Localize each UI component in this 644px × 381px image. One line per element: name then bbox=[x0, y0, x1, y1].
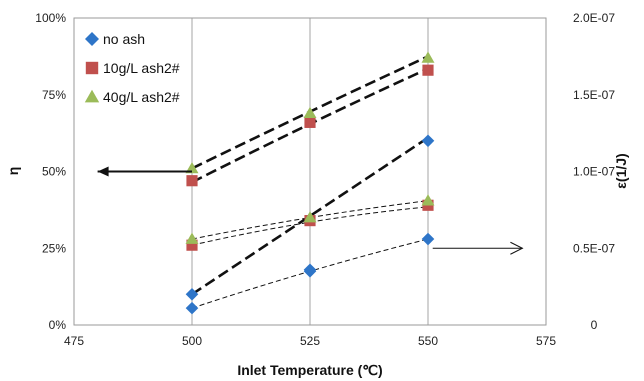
legend: no ash 10g/L ash2# 40g/L ash2# bbox=[84, 31, 180, 105]
data-point bbox=[421, 194, 435, 206]
x-tick-label: 500 bbox=[182, 334, 202, 348]
plot-area-frame bbox=[73, 17, 547, 326]
y-left-tick-label: 0% bbox=[49, 318, 67, 332]
x-tick-label: 475 bbox=[64, 334, 84, 348]
y-right-tick-label: 1.0E-07 bbox=[573, 165, 615, 179]
x-tick-label: 575 bbox=[536, 334, 556, 348]
grid-lines bbox=[191, 18, 429, 325]
data-point bbox=[185, 161, 199, 174]
axis-arrows bbox=[97, 166, 524, 255]
y-right-tick-label: 0.5E-07 bbox=[573, 241, 615, 255]
data-point bbox=[185, 288, 199, 301]
data-point bbox=[303, 211, 317, 223]
data-point bbox=[304, 116, 316, 128]
y-axis-left-title: η bbox=[5, 167, 21, 176]
data-point bbox=[421, 51, 435, 63]
data-point bbox=[303, 106, 317, 119]
arrow-head bbox=[510, 241, 524, 255]
y-right-tick-label: 2.0E-07 bbox=[573, 11, 615, 25]
tick-labels: 475 500 525 550 575 0% 25% 50% 75% 100% 0 0.5E-07 1.… bbox=[35, 11, 615, 348]
legend-label: no ash bbox=[103, 31, 145, 47]
legend-marker bbox=[85, 61, 99, 75]
data-point bbox=[422, 64, 434, 76]
y-left-tick-label: 50% bbox=[42, 165, 66, 179]
trend-line-thin bbox=[191, 200, 429, 240]
y-left-tick-label: 25% bbox=[42, 241, 66, 255]
data-point bbox=[186, 175, 198, 187]
y-left-tick-label: 75% bbox=[42, 88, 66, 102]
x-tick-label: 550 bbox=[418, 334, 438, 348]
legend-label: 40g/L ash2# bbox=[103, 89, 180, 105]
y-axis-right-title: ε(1/J) bbox=[613, 153, 629, 188]
legend-marker bbox=[85, 32, 99, 46]
data-points bbox=[185, 51, 435, 315]
data-point bbox=[421, 232, 435, 246]
y-right-tick-label: 1.5E-07 bbox=[573, 88, 615, 102]
x-tick-label: 525 bbox=[300, 334, 320, 348]
data-point bbox=[185, 232, 199, 244]
legend-label: 10g/L ash2# bbox=[103, 60, 180, 76]
x-axis-title: Inlet Temperature (℃) bbox=[237, 362, 382, 378]
y-right-tick-label: 0 bbox=[591, 318, 598, 332]
data-point bbox=[186, 239, 198, 251]
legend-marker bbox=[84, 89, 100, 103]
data-point bbox=[185, 301, 199, 315]
trend-line-bold bbox=[191, 136, 429, 296]
data-point bbox=[421, 134, 435, 148]
y-left-tick-label: 100% bbox=[35, 11, 66, 25]
arrow-head bbox=[97, 166, 109, 177]
data-point bbox=[303, 264, 317, 278]
